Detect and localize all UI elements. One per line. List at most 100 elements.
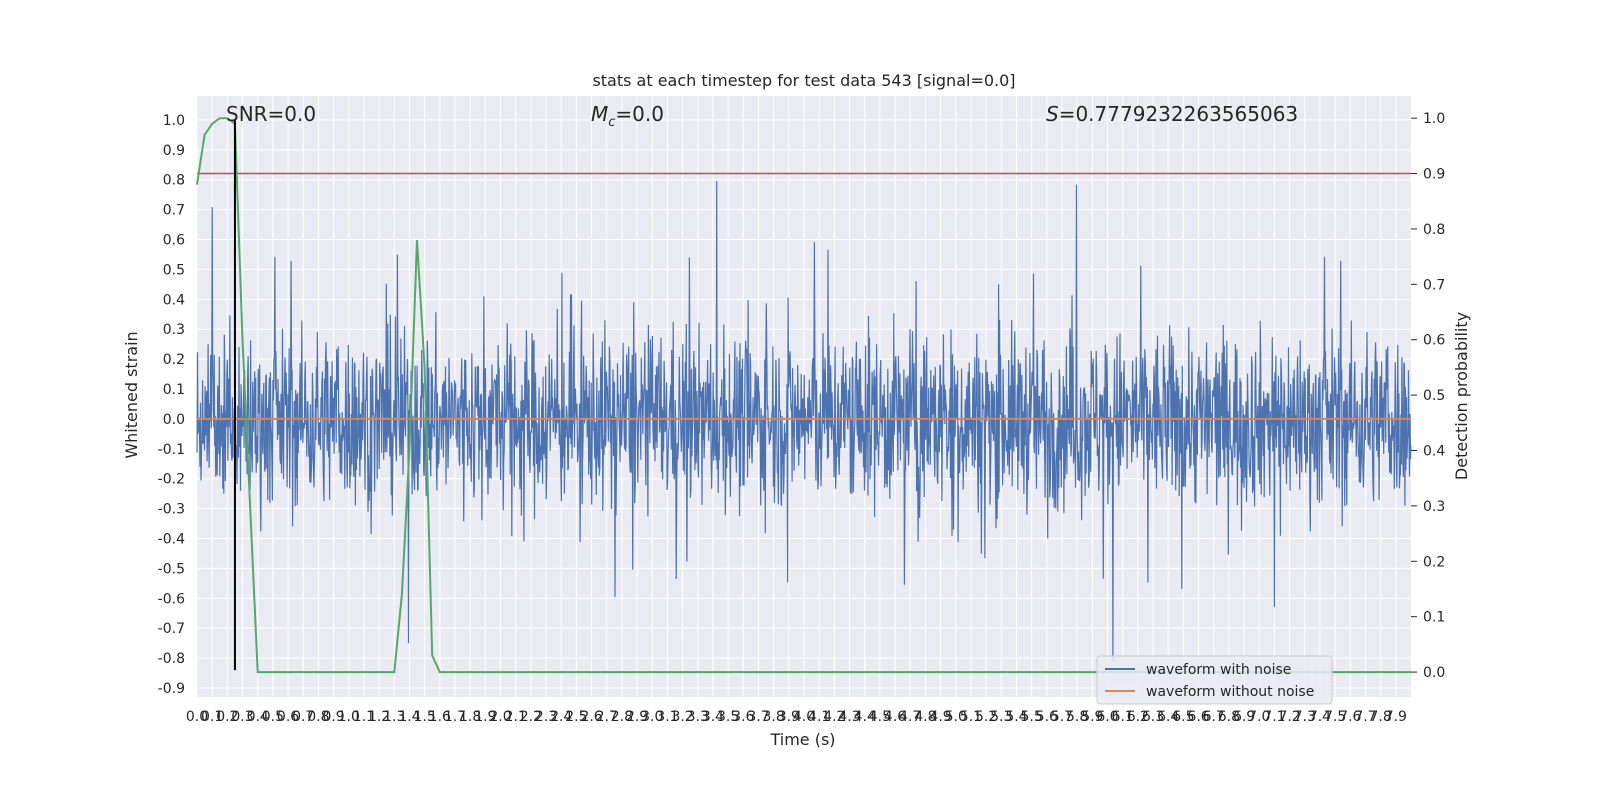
x-tick-label: 3.4 xyxy=(702,709,724,725)
mc-annotation: Mc=0.0 xyxy=(591,102,664,130)
x-tick-label: 0.1 xyxy=(201,709,223,725)
y-tick-label: 0.8 xyxy=(163,173,185,189)
y2-tick-label: 0.9 xyxy=(1423,167,1445,183)
x-tick-label: 4.9 xyxy=(929,709,951,725)
x-tick-label: 1.3 xyxy=(383,709,405,725)
y-tick-label: -0.1 xyxy=(158,442,185,458)
x-tick-label: 1.5 xyxy=(413,709,435,725)
y-tick-label: 0.2 xyxy=(163,352,185,368)
x-tick-label: 7.6 xyxy=(1339,709,1361,725)
noise-path xyxy=(196,181,1412,662)
x-tick-label: 7.4 xyxy=(1309,709,1331,725)
y2-tick-label: 0.1 xyxy=(1423,610,1445,626)
y2-tick-label: 0.4 xyxy=(1423,444,1445,460)
legend-box xyxy=(1096,655,1333,705)
x-tick-label: 4.4 xyxy=(854,709,876,725)
mc-subscript: c xyxy=(608,115,615,130)
x-tick-label: 2.3 xyxy=(535,709,557,725)
y-tick-label: 0.7 xyxy=(163,203,185,219)
x-tick-label: 5.4 xyxy=(1005,709,1027,725)
x-axis-label: Time (s) xyxy=(769,730,835,749)
x-tick-label: 6.4 xyxy=(1157,709,1179,725)
x-tick-label: 1.8 xyxy=(459,709,481,725)
x-tick-label: 3.1 xyxy=(656,709,678,725)
x-tick-label: 0.0 xyxy=(186,709,208,725)
y-tick-label: 0.3 xyxy=(163,322,185,338)
x-tick-label: 6.5 xyxy=(1172,709,1194,725)
x-tick-label: 6.2 xyxy=(1127,709,1149,725)
x-tick-label: 3.2 xyxy=(671,709,693,725)
x-tick-label: 1.2 xyxy=(368,709,390,725)
x-tick-label: 0.4 xyxy=(247,709,269,725)
x-tick-label: 2.0 xyxy=(489,709,511,725)
x-tick-label: 6.3 xyxy=(1142,709,1164,725)
y-tick-label: 0.6 xyxy=(163,233,185,249)
x-tick-label: 1.9 xyxy=(474,709,496,725)
x-tick-label: 0.2 xyxy=(216,709,238,725)
x-tick-label: 7.3 xyxy=(1294,709,1316,725)
y-tick-label: 0.1 xyxy=(163,382,185,398)
x-tick-label: 4.1 xyxy=(808,709,830,725)
legend: waveform with noise waveform without noi… xyxy=(1096,655,1333,705)
x-tick-label: 6.6 xyxy=(1187,709,1209,725)
x-tick-label: 7.8 xyxy=(1370,709,1392,725)
legend-label-clean: waveform without noise xyxy=(1146,684,1314,700)
x-tick-label: 0.3 xyxy=(231,709,253,725)
x-tick-label: 2.8 xyxy=(611,709,633,725)
x-tick-label: 5.9 xyxy=(1081,709,1103,725)
s-value: =0.7779232263565063 xyxy=(1059,102,1298,126)
x-tick-label: 7.0 xyxy=(1248,709,1270,725)
y2-tick-label: 0.0 xyxy=(1423,665,1445,681)
y-tick-label: -0.9 xyxy=(158,681,185,697)
y-tick-label: 1.0 xyxy=(163,113,185,129)
y-tick-label: -0.4 xyxy=(158,532,185,548)
y-tick-label: 0.4 xyxy=(163,292,185,308)
x-tick-label: 4.2 xyxy=(823,709,845,725)
x-tick-label: 3.0 xyxy=(641,709,663,725)
y2-axis-ticks: 1.0 0.9 0.8 0.7 0.6 0.5 0.4 0.3 0.2 0.1 0.0 xyxy=(1411,111,1445,681)
x-tick-label: 5.3 xyxy=(990,709,1012,725)
x-tick-label: 1.7 xyxy=(444,709,466,725)
y-axis-label: Whitened strain xyxy=(122,331,141,458)
y-tick-label: -0.6 xyxy=(158,591,185,607)
x-tick-label: 7.5 xyxy=(1324,709,1346,725)
x-tick-label: 6.1 xyxy=(1112,709,1134,725)
s-symbol: S xyxy=(1046,102,1059,126)
x-tick-label: 5.5 xyxy=(1020,709,1042,725)
x-tick-label: 2.5 xyxy=(565,709,587,725)
y2-tick-label: 0.2 xyxy=(1423,554,1445,570)
x-tick-label: 5.7 xyxy=(1051,709,1073,725)
x-tick-label: 2.2 xyxy=(520,709,542,725)
series-detection-probability xyxy=(196,117,1411,674)
x-tick-label: 1.0 xyxy=(338,709,360,725)
y-axis-ticks: 1.0 0.9 0.8 0.7 0.6 0.5 0.4 0.3 0.2 0.1 0.0 -0.1 -0.… xyxy=(158,113,185,697)
x-tick-label: 7.9 xyxy=(1385,709,1407,725)
y2-tick-label: 1.0 xyxy=(1423,111,1445,127)
mc-symbol: M xyxy=(591,102,608,126)
y2-axis-label: Detection probability xyxy=(1452,312,1471,480)
x-tick-label: 5.2 xyxy=(975,709,997,725)
s-annotation: S=0.7779232263565063 xyxy=(1046,102,1298,126)
y2-tick-label: 0.3 xyxy=(1423,499,1445,515)
x-tick-label: 7.1 xyxy=(1263,709,1285,725)
y-tick-label: -0.8 xyxy=(158,651,185,667)
y2-tick-label: 0.6 xyxy=(1423,333,1445,349)
x-tick-label: 5.1 xyxy=(960,709,982,725)
x-tick-label: 1.4 xyxy=(398,709,420,725)
chart-title: stats at each timestep for test data 543… xyxy=(592,71,1015,90)
x-tick-label: 0.8 xyxy=(307,709,329,725)
x-tick-label: 5.8 xyxy=(1066,709,1088,725)
x-tick-label: 3.9 xyxy=(778,709,800,725)
x-tick-label: 2.6 xyxy=(580,709,602,725)
x-tick-label: 6.7 xyxy=(1203,709,1225,725)
x-tick-label: 4.7 xyxy=(899,709,921,725)
x-tick-label: 6.9 xyxy=(1233,709,1255,725)
mc-value: =0.0 xyxy=(615,102,664,126)
x-tick-label: 5.6 xyxy=(1036,709,1058,725)
y-tick-label: 0.5 xyxy=(163,262,185,278)
y2-tick-label: 0.8 xyxy=(1423,222,1445,238)
x-tick-label: 4.3 xyxy=(838,709,860,725)
x-tick-label: 7.7 xyxy=(1354,709,1376,725)
x-tick-label: 3.6 xyxy=(732,709,754,725)
